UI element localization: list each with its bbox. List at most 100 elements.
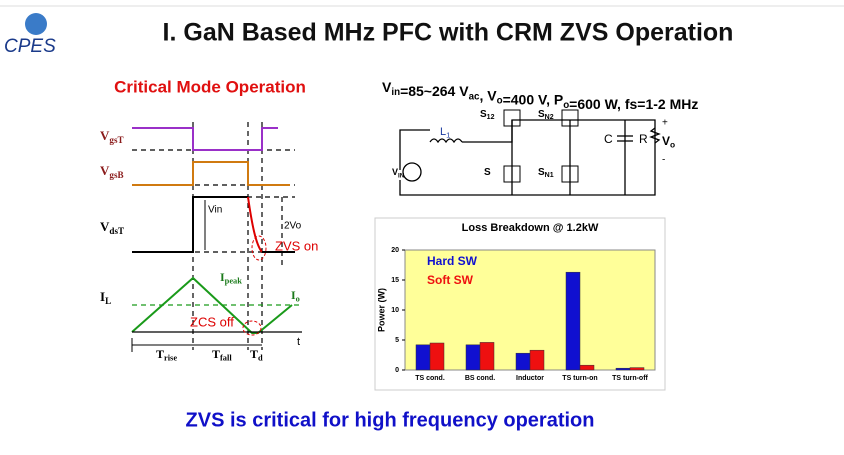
y-tick-label: 0: [395, 367, 399, 374]
x-tick-label: TS cond.: [415, 375, 445, 382]
text-sub: o: [296, 295, 300, 304]
y-tick-label: 20: [391, 247, 399, 254]
text-main: S: [538, 167, 545, 178]
bar: [565, 271, 581, 371]
ipeak-label: Ipeak: [220, 270, 242, 286]
text-sub: o: [563, 99, 569, 110]
text-main: S: [538, 109, 545, 120]
text-sub: gsT: [109, 135, 123, 145]
bar: [429, 342, 445, 371]
spec: Vin=85~264 Vac, Vo=400 V, Po=600 W, fs=1…: [382, 79, 698, 112]
text-main: V: [100, 128, 110, 143]
bar: [465, 344, 481, 371]
bar: [579, 364, 595, 371]
text-main: S: [480, 109, 487, 120]
logo-globe: [25, 13, 47, 35]
x-tick-label: Inductor: [516, 375, 544, 382]
y-axis-label: Power (W): [376, 288, 386, 332]
y-tick-label: 10: [391, 307, 399, 314]
text-main: T: [250, 347, 258, 361]
text-sub: 1: [446, 130, 450, 139]
out-label: Vo: [662, 134, 675, 150]
text-main: I: [291, 288, 296, 302]
slide-title: I. GaN Based MHz PFC with CRM ZVS Operat…: [163, 19, 734, 47]
switch-label: S: [484, 167, 491, 178]
text-main: I: [100, 289, 105, 304]
text-part: =400 V, P: [503, 91, 564, 107]
x-tick-label: TS turn-off: [612, 375, 648, 382]
text-sub: dsT: [109, 226, 124, 236]
signal-label: IL: [100, 289, 111, 306]
signal-label: VgsT: [100, 128, 124, 145]
bar: [415, 344, 431, 371]
switch-label: S12: [480, 109, 495, 121]
text-sub: o: [497, 95, 503, 106]
logo: CPES: [4, 36, 56, 57]
legend-entry: Hard SW: [427, 254, 478, 268]
bar: [479, 342, 495, 371]
signal-label: VdsT: [100, 219, 124, 236]
io-label: Io: [291, 288, 300, 304]
wave-label: ZVS on: [275, 238, 318, 253]
circuit: [399, 109, 661, 196]
signal-label: VgsB: [100, 163, 124, 180]
wave-label: t: [297, 336, 300, 348]
x-tick-label: BS cond.: [465, 375, 495, 382]
footer: ZVS is critical for high frequency opera…: [186, 409, 595, 431]
minus-label: -: [662, 155, 665, 166]
text-sub: fall: [220, 354, 232, 363]
text-sub: 12: [487, 114, 495, 121]
text-main: V: [100, 163, 110, 178]
text-sub: rise: [164, 354, 177, 363]
text-main: V: [392, 167, 398, 177]
time-label: Trise: [156, 347, 177, 363]
text-main: V: [382, 79, 392, 95]
text-part: =600 W, fs=1-2 MHz: [569, 96, 698, 112]
text-sub: IN: [398, 172, 405, 179]
legend-entry: Soft SW: [427, 273, 474, 287]
y-tick-label: 5: [395, 337, 399, 344]
plus-label: +: [662, 118, 668, 129]
text-sub: d: [258, 354, 263, 363]
text-part: , V: [479, 87, 497, 103]
left-title: Critical Mode Operation: [114, 77, 306, 96]
text-sub: N1: [545, 172, 554, 179]
bar: [529, 349, 545, 371]
inductor-label: L1: [440, 126, 450, 139]
text-part: S: [484, 167, 491, 178]
wave-label: ZCS off: [190, 314, 234, 329]
cap-label: C: [604, 132, 613, 146]
text-sub: ac: [469, 91, 480, 102]
text-sub: o: [670, 140, 675, 150]
bar: [515, 352, 531, 371]
text-sub: N2: [545, 114, 554, 121]
x-tick-label: TS turn-on: [562, 375, 597, 382]
text-main: T: [156, 347, 164, 361]
wave-label: 2Vo: [284, 221, 302, 232]
waveforms: [131, 122, 302, 352]
chart-title: Loss Breakdown @ 1.2kW: [462, 222, 599, 234]
text-sub: gsB: [109, 170, 123, 180]
bar: [629, 367, 645, 371]
y-tick-label: 15: [391, 277, 399, 284]
text-main: V: [100, 219, 110, 234]
time-label: Tfall: [212, 347, 232, 363]
text-main: L: [440, 126, 446, 138]
wave-label: Vin: [208, 205, 222, 216]
text-main: V: [662, 134, 670, 148]
text-sub: peak: [225, 277, 243, 286]
text-sub: in: [391, 87, 400, 98]
switch-label: SN2: [538, 109, 554, 121]
source-label: VIN: [392, 167, 405, 179]
switch-label: SN1: [538, 167, 554, 179]
text-sub: L: [105, 296, 111, 306]
bar: [615, 367, 631, 371]
text-part: =85~264 V: [400, 83, 469, 99]
chart-frame: [374, 217, 666, 391]
res-label: R: [639, 132, 648, 146]
text-main: T: [212, 347, 220, 361]
time-label: Td: [250, 347, 263, 363]
text-main: I: [220, 270, 225, 284]
